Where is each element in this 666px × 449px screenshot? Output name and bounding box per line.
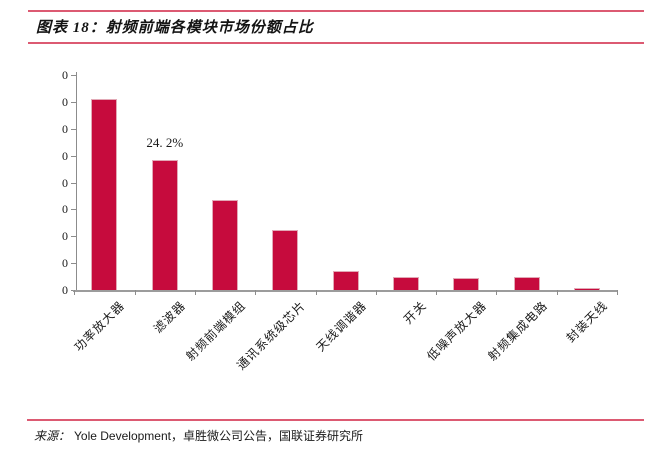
- x-axis-category-label: 低噪声放大器: [424, 298, 490, 364]
- y-axis-tick: [71, 263, 76, 265]
- bar-1: [91, 99, 118, 290]
- x-axis-tick: [556, 290, 558, 295]
- y-axis-tick: [71, 75, 76, 76]
- bar-5: [332, 271, 359, 290]
- y-axis-tick-label: 0: [62, 121, 68, 136]
- source-line: 来源： Yole Development，卓胜微公司公告，国联证券研究所: [34, 427, 363, 444]
- y-axis-tick: [71, 209, 76, 211]
- x-axis-tick: [375, 290, 377, 295]
- y-axis-tick-label: 0: [62, 283, 68, 297]
- figure-title: 图表 18：射频前端各模块市场份额占比: [36, 20, 314, 36]
- x-axis-category-label: 功率放大器: [71, 298, 128, 355]
- x-axis-category-label: 封装天线: [563, 298, 611, 346]
- title-underline-rule: [28, 42, 644, 44]
- y-axis-tick: [71, 182, 76, 184]
- y-axis-tick-label: 0: [62, 68, 68, 82]
- x-axis-tick: [134, 290, 136, 295]
- y-axis-tick-label: 0: [62, 229, 68, 244]
- x-axis-tick: [315, 290, 317, 295]
- x-axis-tick: [496, 290, 498, 295]
- bar-3: [212, 200, 239, 290]
- y-axis-tick-label: 0: [62, 148, 68, 163]
- y-axis-tick: [71, 128, 76, 130]
- y-axis-tick-label: 0: [62, 202, 68, 217]
- x-axis-category-label: 天线调谐器: [313, 298, 369, 355]
- bar-2: [151, 159, 178, 290]
- x-axis-category-label: 射频集成电路: [484, 298, 550, 364]
- bar-6: [392, 276, 419, 290]
- y-axis-tick-label: 0: [62, 175, 68, 190]
- x-axis-category-label: 滤波器: [150, 298, 189, 336]
- source-text: Yole Development，卓胜微公司公告，国联证券研究所: [74, 429, 363, 443]
- x-axis-tick: [255, 290, 257, 295]
- x-axis-tick: [194, 290, 196, 295]
- y-axis-tick-label: 0: [62, 94, 68, 109]
- bar-4: [272, 229, 299, 290]
- x-axis-category-label: 开关: [400, 298, 430, 327]
- bottom-rule: [27, 419, 644, 421]
- top-rule: [28, 10, 644, 12]
- bar-7: [453, 277, 480, 290]
- y-axis-tick-label: 0: [62, 256, 68, 271]
- bar-8: [513, 277, 540, 290]
- x-axis-tick: [436, 290, 438, 295]
- x-axis-line: [73, 290, 618, 292]
- y-axis-tick: [71, 101, 76, 103]
- y-axis-tick: [71, 236, 76, 238]
- x-axis-tick: [74, 290, 76, 295]
- x-axis-tick: [617, 290, 618, 295]
- bar-9: [573, 288, 600, 290]
- y-axis-tick: [71, 155, 76, 157]
- bar-data-label: 24. 2%: [146, 134, 184, 150]
- y-axis-line: [76, 72, 77, 290]
- source-label: 来源：: [34, 429, 71, 443]
